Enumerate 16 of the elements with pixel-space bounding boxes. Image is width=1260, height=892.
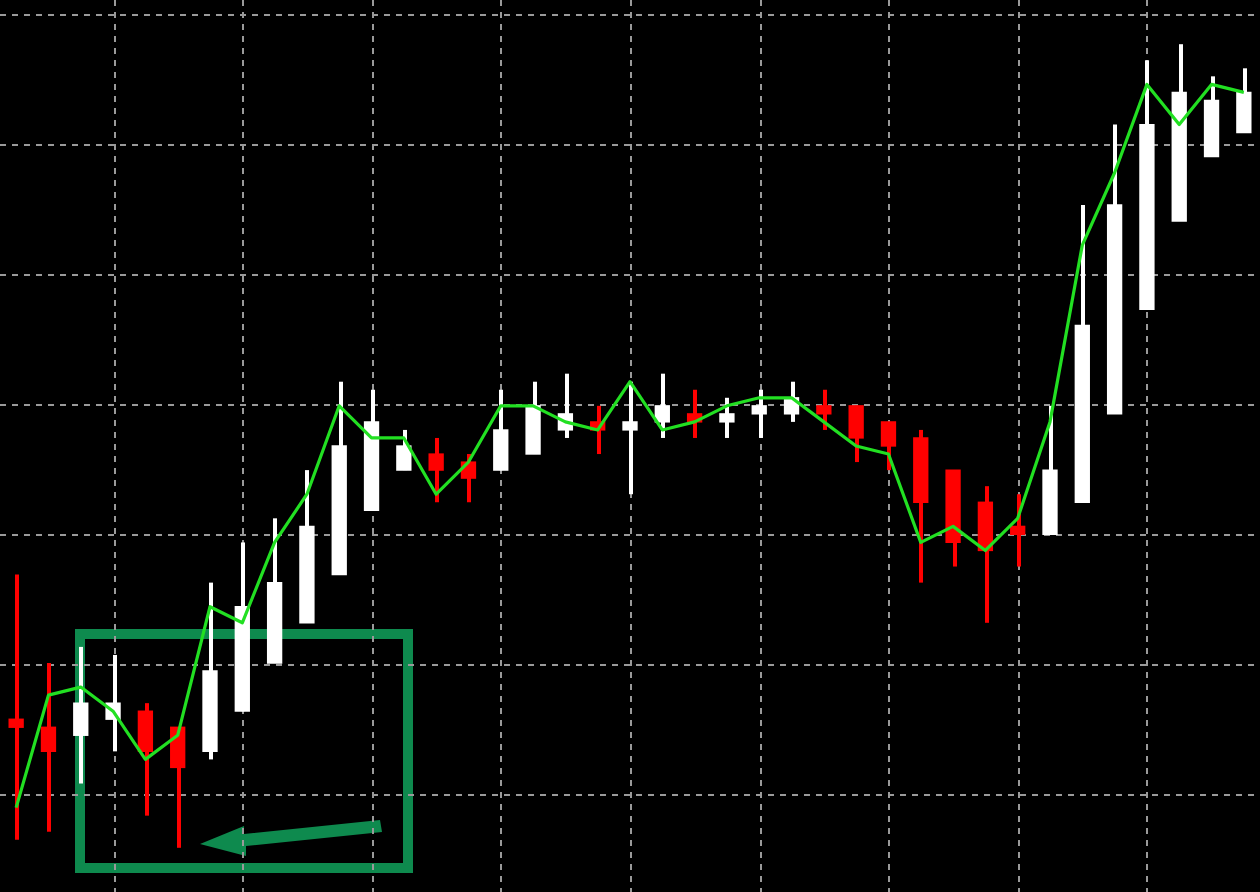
candlestick <box>8 572 24 842</box>
candlestick <box>880 419 897 473</box>
candlestick <box>622 379 638 497</box>
candlestick <box>40 660 57 834</box>
candlestick <box>137 701 154 818</box>
candlestick <box>493 387 509 473</box>
candlestick <box>1010 492 1026 569</box>
candlestick <box>73 644 89 786</box>
candlestick <box>1236 66 1252 135</box>
candlestick <box>751 387 767 440</box>
candlestick <box>654 371 670 440</box>
candlestick <box>848 403 864 465</box>
candlestick <box>816 387 832 432</box>
candlestick <box>719 395 735 440</box>
candlestick <box>428 435 444 505</box>
candlestick <box>396 427 412 473</box>
